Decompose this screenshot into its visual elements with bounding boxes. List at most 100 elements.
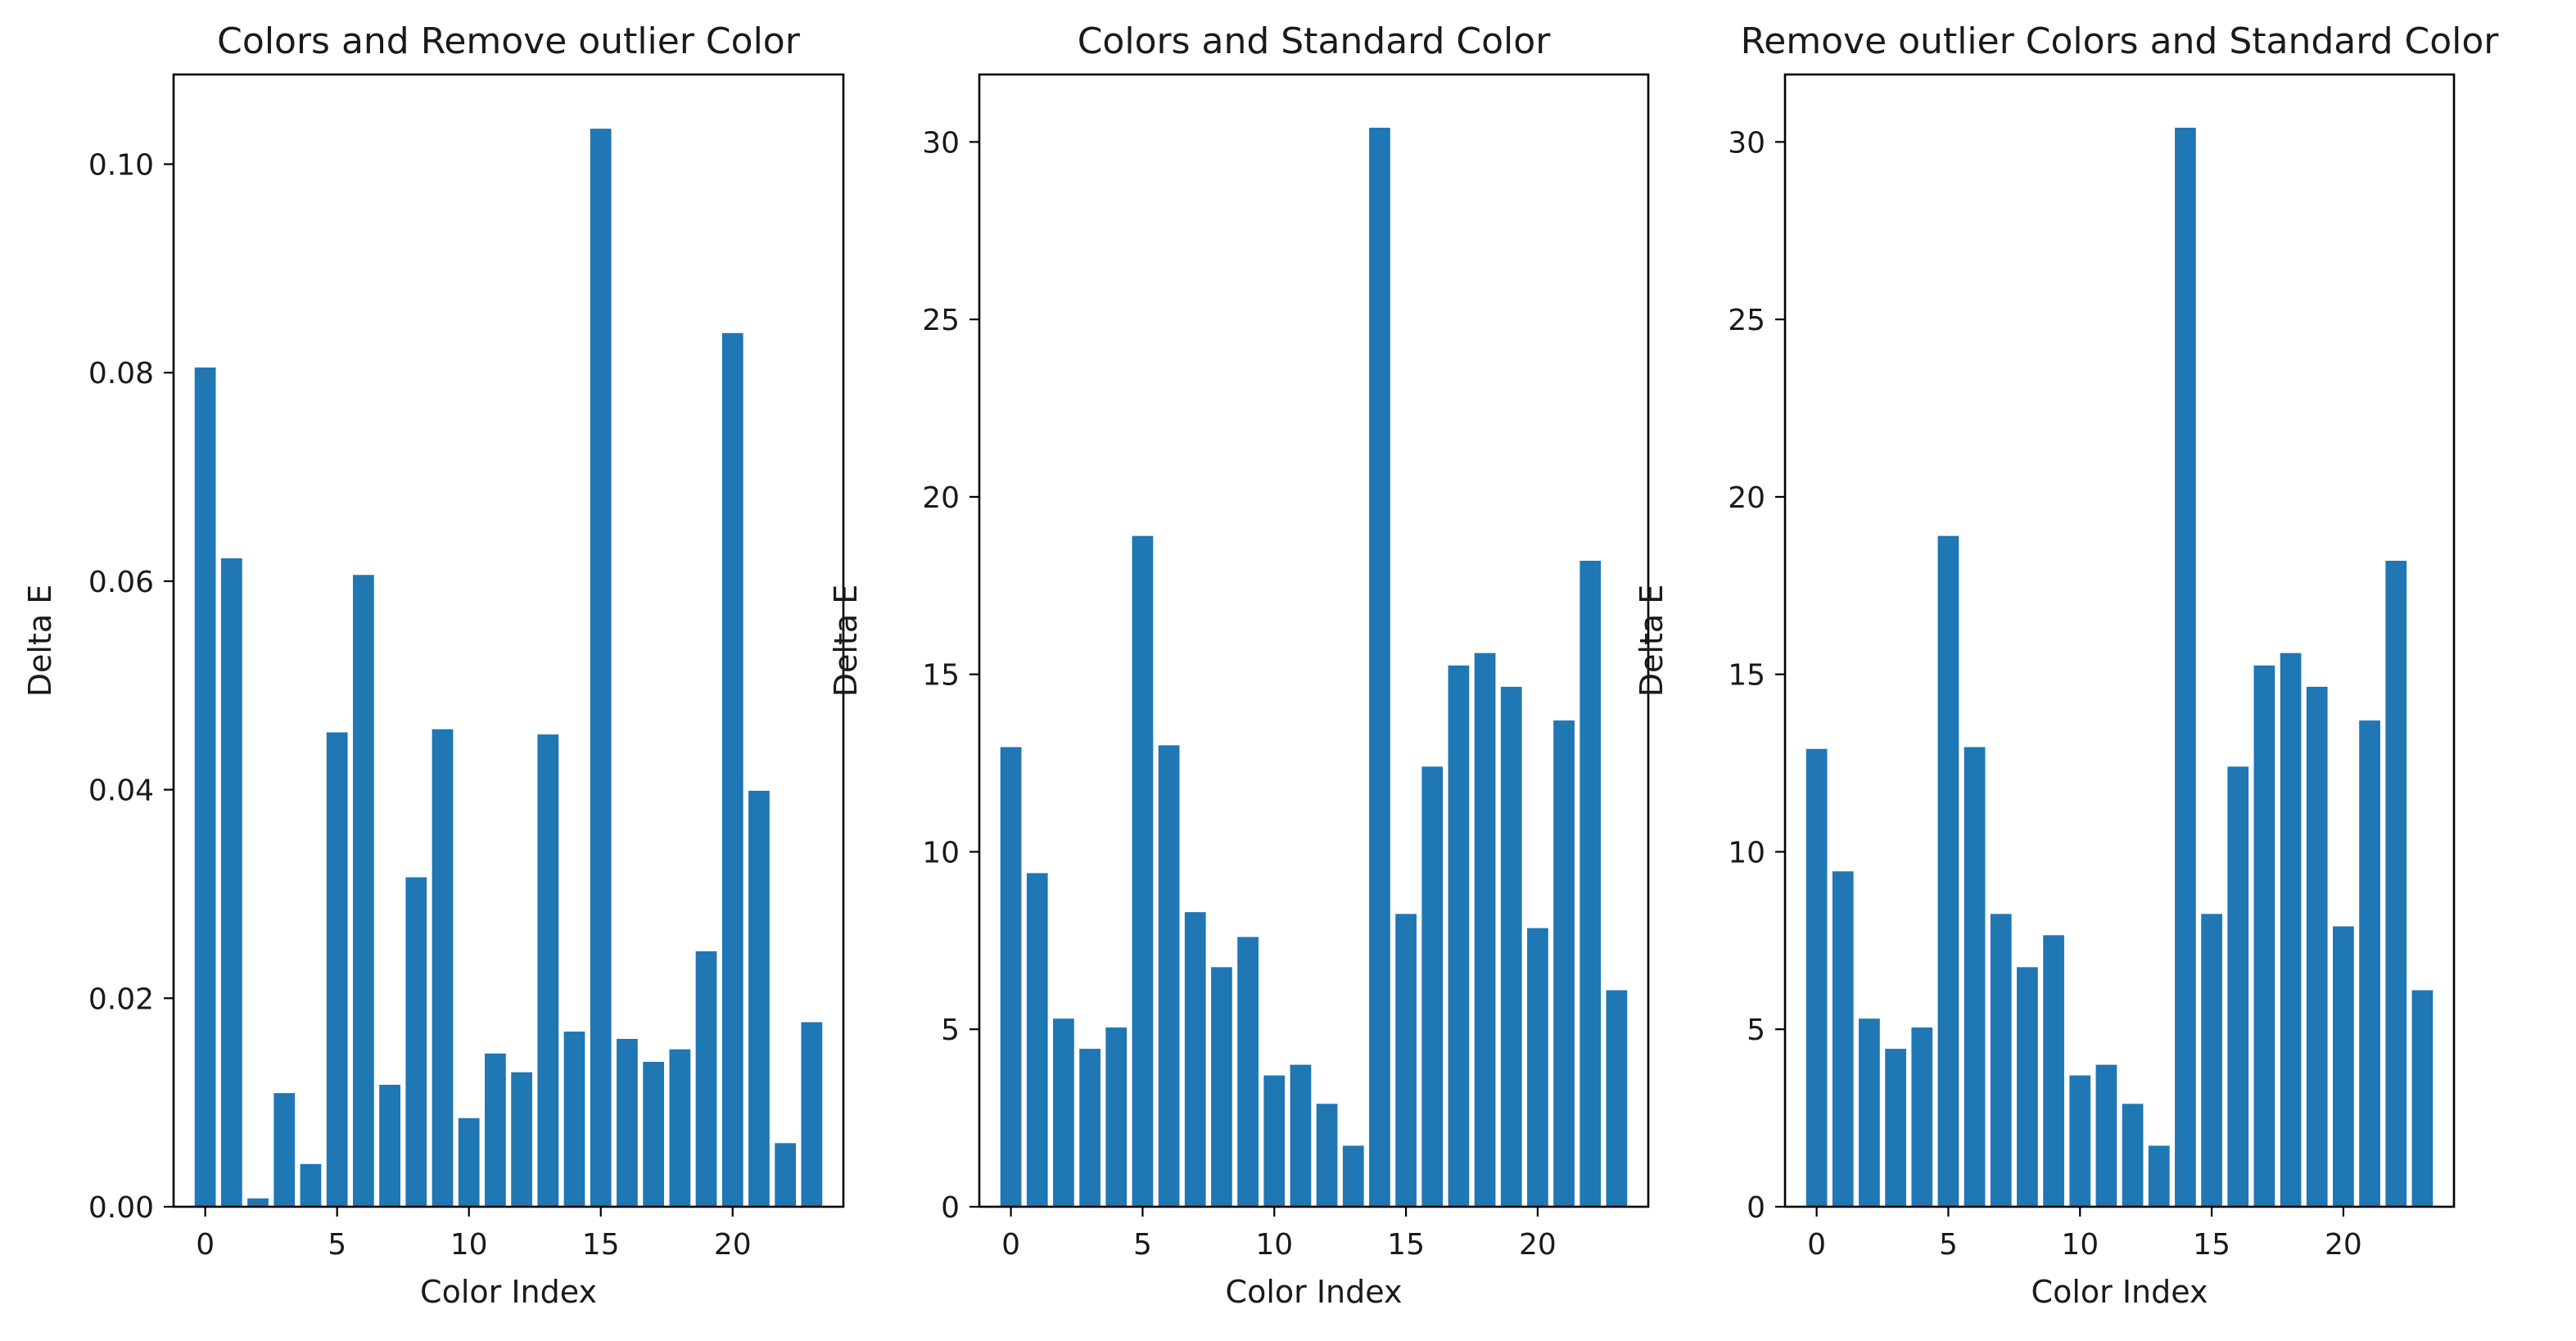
bar bbox=[1263, 1075, 1286, 1207]
chart-panel-1: 0 5 10 15 20 0.00 0.02 0.04 0.06 0.08 0.10 Colors a… bbox=[22, 20, 845, 1310]
bar bbox=[1211, 967, 1232, 1207]
y-tick-label: 15 bbox=[922, 659, 960, 693]
bar bbox=[1606, 990, 1628, 1207]
bar bbox=[1937, 535, 1959, 1207]
bar bbox=[617, 1038, 638, 1207]
bar bbox=[563, 1032, 585, 1207]
x-tick-label: 5 bbox=[1939, 1228, 1958, 1262]
bar bbox=[2253, 665, 2275, 1207]
x-tick-label: 5 bbox=[1133, 1228, 1152, 1262]
chart-panel-3: 0 5 10 15 20 0 5 10 15 20 25 30 Remove outlier Color… bbox=[1634, 20, 2499, 1310]
bar bbox=[2227, 766, 2249, 1207]
x-axis-label: Color Index bbox=[2031, 1274, 2208, 1310]
axes-frame bbox=[1783, 73, 2456, 1208]
bar bbox=[801, 1022, 823, 1207]
y-tick-label: 25 bbox=[922, 304, 960, 337]
x-tick-label: 20 bbox=[2325, 1228, 2362, 1262]
bar bbox=[669, 1049, 691, 1207]
x-tick-label: 15 bbox=[582, 1228, 620, 1262]
bar bbox=[1579, 560, 1602, 1207]
y-tick-label: 0.04 bbox=[88, 774, 154, 808]
bar bbox=[2148, 1145, 2170, 1207]
bar bbox=[326, 732, 348, 1207]
x-tick-label: 20 bbox=[714, 1228, 752, 1262]
y-axis-label: Delta E bbox=[22, 585, 58, 697]
bar bbox=[1369, 128, 1390, 1207]
x-tick-label: 0 bbox=[1001, 1228, 1020, 1262]
y-tick-label: 15 bbox=[1728, 659, 1765, 693]
bar bbox=[1290, 1064, 1312, 1207]
bar bbox=[1105, 1027, 1128, 1207]
bar bbox=[1132, 535, 1154, 1207]
axes-frame bbox=[978, 73, 1650, 1208]
bar bbox=[643, 1061, 664, 1207]
bar bbox=[511, 1072, 532, 1207]
bar bbox=[2411, 990, 2434, 1207]
bar bbox=[1184, 912, 1206, 1207]
y-tick-label: 0 bbox=[1747, 1191, 1765, 1225]
y-tick-label: 0.00 bbox=[88, 1191, 154, 1225]
bar bbox=[1805, 748, 1828, 1207]
bar bbox=[485, 1053, 506, 1207]
bar bbox=[1832, 871, 1854, 1207]
bar bbox=[2201, 914, 2222, 1207]
bar bbox=[1421, 766, 1444, 1207]
bar bbox=[1553, 720, 1575, 1207]
bar bbox=[695, 951, 717, 1207]
bar bbox=[1237, 937, 1259, 1207]
bar bbox=[1079, 1049, 1100, 1207]
bar bbox=[352, 575, 374, 1207]
bar bbox=[458, 1118, 480, 1207]
bar bbox=[405, 877, 427, 1207]
bar bbox=[2333, 926, 2354, 1207]
bar bbox=[379, 1085, 400, 1207]
x-tick-label: 0 bbox=[196, 1228, 215, 1262]
chart-title: Colors and Remove outlier Color bbox=[217, 20, 801, 62]
bar bbox=[1000, 747, 1022, 1207]
bar bbox=[1859, 1018, 1880, 1207]
bar bbox=[2017, 967, 2038, 1207]
bar bbox=[273, 1093, 296, 1207]
bar bbox=[1500, 686, 1522, 1207]
y-tick-label: 5 bbox=[1747, 1014, 1765, 1047]
y-tick-label: 0.10 bbox=[88, 149, 154, 183]
x-tick-label: 10 bbox=[2061, 1228, 2099, 1262]
x-tick-label: 15 bbox=[1387, 1228, 1425, 1262]
bar bbox=[2095, 1064, 2117, 1207]
bar bbox=[2359, 720, 2380, 1207]
bar bbox=[1026, 873, 1048, 1207]
bar bbox=[1911, 1027, 1933, 1207]
x-tick-label: 10 bbox=[1255, 1228, 1293, 1262]
y-tick-label: 0.08 bbox=[88, 357, 154, 391]
y-tick-label: 30 bbox=[922, 126, 960, 160]
x-tick-label: 20 bbox=[1519, 1228, 1557, 1262]
bar bbox=[1474, 652, 1496, 1207]
x-tick-label: 5 bbox=[328, 1228, 346, 1262]
bar bbox=[247, 1198, 269, 1207]
y-tick-label: 20 bbox=[1728, 481, 1765, 515]
bar bbox=[194, 367, 216, 1208]
bar bbox=[2280, 652, 2302, 1207]
y-tick-label: 25 bbox=[1728, 304, 1765, 337]
y-tick-label: 0.02 bbox=[88, 982, 154, 1016]
x-axis-label: Color Index bbox=[420, 1274, 597, 1310]
axes-frame bbox=[172, 73, 845, 1208]
bar bbox=[1316, 1104, 1338, 1207]
chart-title: Colors and Standard Color bbox=[1078, 20, 1551, 62]
y-tick-label: 10 bbox=[1728, 836, 1765, 869]
bar bbox=[537, 734, 559, 1207]
y-tick-label: 20 bbox=[922, 481, 960, 515]
bar bbox=[2175, 128, 2196, 1207]
y-tick-label: 0 bbox=[941, 1191, 960, 1225]
x-tick-label: 0 bbox=[1807, 1228, 1826, 1262]
bar bbox=[1527, 928, 1548, 1207]
y-tick-label: 5 bbox=[941, 1014, 960, 1047]
bar bbox=[2043, 935, 2064, 1207]
bar bbox=[300, 1163, 322, 1207]
y-axis-label: Delta E bbox=[1634, 585, 1670, 697]
bar bbox=[1990, 914, 2012, 1207]
bar bbox=[2069, 1075, 2091, 1207]
chart-title: Remove outlier Colors and Standard Color bbox=[1741, 20, 2500, 62]
bar bbox=[1395, 914, 1417, 1207]
